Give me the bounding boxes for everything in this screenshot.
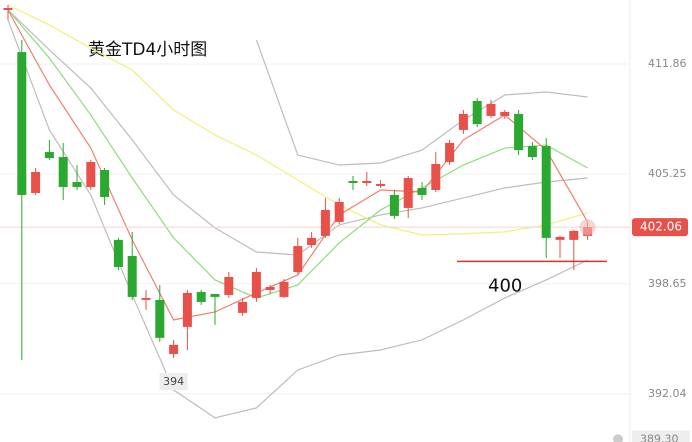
candle-body [238,301,248,313]
y-tick-label: 405.25 [648,167,687,180]
bottom-label: 389.30 [640,432,679,442]
candle-body [334,201,344,222]
candle-body [3,7,13,10]
candle-body [348,180,358,183]
bottom-label-icon [613,434,623,442]
candle-body [362,180,372,183]
candle-body [31,172,41,193]
candle-body [224,276,234,295]
candle-body [472,100,482,125]
y-tick-label: 411.86 [648,57,687,70]
candle-body [182,292,192,327]
candle-body [210,293,220,297]
candle-body [196,291,206,302]
candle-body [320,209,330,236]
candle-body [417,187,427,195]
indicator-line [7,4,588,236]
indicator-line [7,19,588,419]
indicator-line [7,9,588,299]
candle-body [514,113,524,151]
candle-body [44,152,54,159]
candle-body [113,239,123,267]
candle-body [17,52,27,195]
candle-body [458,113,468,130]
candle-body [155,299,165,338]
low-marker: 394 [163,375,184,388]
pulse-dot [579,219,596,236]
candle-body [376,183,386,186]
candle-body [307,237,317,246]
candle-body [445,142,455,163]
y-tick-label: 392.04 [648,387,687,400]
price-label-box [632,218,688,237]
candle-body [141,297,151,300]
price-label: 402.06 [640,220,682,234]
candle-body [541,146,551,238]
candle-body [100,170,110,197]
candle-body [431,164,441,190]
candle-body [86,162,96,187]
candle-body [293,246,303,272]
y-tick-label: 398.65 [648,277,687,290]
candle-body [500,111,510,116]
candle-body [169,344,179,354]
candle-body [486,103,496,116]
candle-body [127,256,137,297]
candle-body [389,194,399,216]
support-label: 400 [488,275,522,296]
indicator-line [255,39,588,166]
candle-body [527,146,537,158]
candle-body [279,281,289,297]
candle-body [569,230,579,240]
candle-body [58,157,68,187]
bottom-label-box [632,430,690,442]
candle-body [403,177,413,208]
candle-body [251,271,261,298]
chart-title: 黄金TD4小时图 [88,40,207,60]
candle-body [72,181,82,187]
candle-body [265,286,275,290]
low-marker-box [159,372,188,390]
candle-body [555,236,565,240]
